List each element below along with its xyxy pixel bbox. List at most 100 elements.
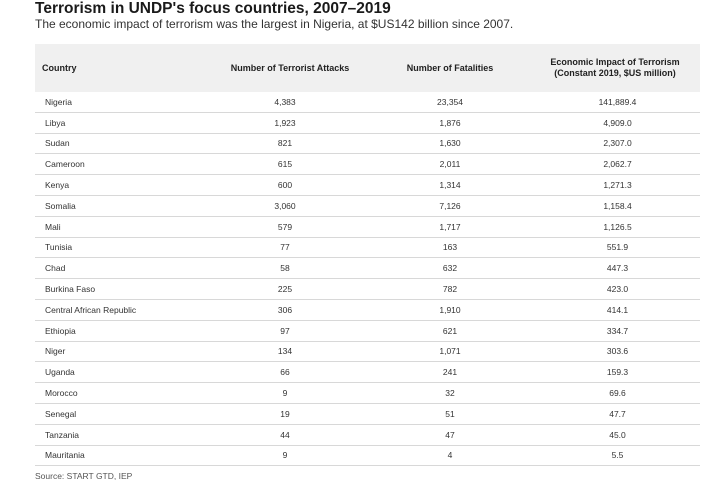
cell-attacks: 134 — [277, 346, 293, 357]
cell-fatalities: 782 — [442, 284, 458, 295]
cell-attacks: 9 — [282, 450, 288, 461]
cell-country: Mauritania — [45, 450, 85, 461]
header-attacks: Number of Terrorist Attacks — [230, 62, 350, 73]
cell-country: Ethiopia — [45, 325, 76, 336]
page-title: Terrorism in UNDP's focus countries, 200… — [35, 0, 391, 17]
cell-impact: 447.3 — [606, 263, 629, 274]
table-row: Niger 134 1,071 303.6 — [35, 342, 700, 363]
cell-fatalities: 241 — [442, 367, 458, 378]
cell-impact: 5.5 — [611, 450, 624, 461]
table-row: Ethiopia 97 621 334.7 — [35, 321, 700, 342]
table-row: Sudan 821 1,630 2,307.0 — [35, 134, 700, 155]
cell-fatalities: 163 — [442, 242, 458, 253]
cell-fatalities: 4 — [447, 450, 453, 461]
cell-fatalities: 23,354 — [437, 96, 463, 107]
header-country: Country — [42, 62, 77, 73]
cell-fatalities: 1,876 — [439, 117, 461, 128]
table-row: Kenya 600 1,314 1,271.3 — [35, 175, 700, 196]
cell-country: Chad — [45, 263, 66, 274]
cell-attacks: 19 — [280, 408, 290, 419]
table-row: Cameroon 615 2,011 2,062.7 — [35, 154, 700, 176]
table-row: Mauritania 9 4 5.5 — [35, 446, 700, 467]
cell-impact: 4,909.0 — [603, 117, 632, 128]
cell-country: Nigeria — [45, 96, 72, 107]
cell-country: Senegal — [45, 408, 77, 419]
cell-country: Libya — [45, 117, 66, 128]
page-subtitle: The economic impact of terrorism was the… — [35, 17, 514, 31]
cell-country: Tanzania — [45, 429, 80, 440]
cell-fatalities: 7,126 — [439, 200, 461, 211]
cell-attacks: 579 — [277, 221, 293, 232]
cell-attacks: 615 — [277, 159, 293, 170]
table-row: Nigeria 4,383 23,354 141,889.4 — [35, 92, 700, 113]
cell-impact: 414.1 — [606, 304, 629, 315]
cell-fatalities: 632 — [442, 263, 458, 274]
table-row: Burkina Faso 225 782 423.0 — [35, 279, 700, 300]
table-body: Nigeria 4,383 23,354 141,889.4 Libya 1,923 1,8… — [35, 92, 700, 467]
cell-impact: 1,158.4 — [603, 200, 632, 211]
cell-country: Tunisia — [45, 242, 73, 253]
cell-attacks: 77 — [280, 242, 290, 253]
header-fatalities: Number of Fatalities — [406, 62, 494, 73]
cell-fatalities: 621 — [442, 325, 458, 336]
cell-impact: 159.3 — [606, 367, 629, 378]
cell-impact: 1,126.5 — [603, 221, 632, 232]
table-row: Libya 1,923 1,876 4,909.0 — [35, 113, 700, 134]
header-impact-line2: (Constant 2019, $US million) — [554, 68, 676, 78]
cell-country: Sudan — [45, 138, 70, 149]
cell-attacks: 97 — [280, 325, 290, 336]
cell-impact: 303.6 — [606, 346, 629, 357]
cell-country: Central African Republic — [45, 304, 137, 315]
table-row: Uganda 66 241 159.3 — [35, 362, 700, 384]
cell-country: Kenya — [45, 180, 70, 191]
source-note: Source: START GTD, IEP — [35, 471, 133, 481]
cell-impact: 551.9 — [606, 242, 629, 253]
table-row: Tanzania 44 47 45.0 — [35, 425, 700, 446]
table-row: Somalia 3,060 7,126 1,158.4 — [35, 196, 700, 217]
cell-attacks: 225 — [277, 284, 293, 295]
cell-country: Cameroon — [45, 159, 85, 170]
table-row: Chad 58 632 447.3 — [35, 258, 700, 280]
cell-fatalities: 2,011 — [439, 159, 461, 170]
cell-impact: 69.6 — [609, 388, 626, 399]
cell-country: Somalia — [45, 200, 76, 211]
cell-fatalities: 1,717 — [439, 221, 461, 232]
cell-fatalities: 32 — [445, 388, 455, 399]
cell-country: Morocco — [45, 388, 78, 399]
cell-fatalities: 51 — [445, 408, 455, 419]
cell-impact: 141,889.4 — [598, 96, 637, 107]
cell-fatalities: 47 — [445, 429, 455, 440]
cell-fatalities: 1,071 — [439, 346, 461, 357]
cell-attacks: 821 — [277, 138, 293, 149]
cell-country: Niger — [45, 346, 66, 357]
cell-impact: 2,062.7 — [603, 159, 632, 170]
table-header: Country Number of Terrorist Attacks Numb… — [35, 44, 700, 92]
cell-country: Burkina Faso — [45, 284, 96, 295]
cell-country: Mali — [45, 221, 61, 232]
cell-attacks: 600 — [277, 180, 293, 191]
cell-attacks: 1,923 — [274, 117, 296, 128]
cell-impact: 2,307.0 — [603, 138, 632, 149]
cell-attacks: 58 — [280, 263, 290, 274]
cell-attacks: 4,383 — [274, 96, 296, 107]
header-impact-line1: Economic Impact of Terrorism — [550, 57, 680, 67]
table-row: Central African Republic 306 1,910 414.1 — [35, 300, 700, 321]
cell-country: Uganda — [45, 367, 75, 378]
table-row: Mali 579 1,717 1,126.5 — [35, 217, 700, 238]
table-row: Senegal 19 51 47.7 — [35, 404, 700, 425]
cell-attacks: 44 — [280, 429, 290, 440]
cell-fatalities: 1,314 — [439, 180, 461, 191]
table-row: Morocco 9 32 69.6 — [35, 383, 700, 404]
table-row: Tunisia 77 163 551.9 — [35, 238, 700, 259]
cell-attacks: 9 — [282, 388, 288, 399]
cell-impact: 423.0 — [606, 284, 629, 295]
cell-attacks: 306 — [277, 304, 293, 315]
cell-impact: 45.0 — [609, 429, 626, 440]
cell-fatalities: 1,910 — [439, 304, 461, 315]
cell-impact: 47.7 — [609, 408, 626, 419]
cell-attacks: 3,060 — [274, 200, 296, 211]
cell-attacks: 66 — [280, 367, 290, 378]
header-impact: Economic Impact of Terrorism (Constant 2… — [530, 44, 700, 92]
cell-fatalities: 1,630 — [439, 138, 461, 149]
cell-impact: 334.7 — [606, 325, 629, 336]
